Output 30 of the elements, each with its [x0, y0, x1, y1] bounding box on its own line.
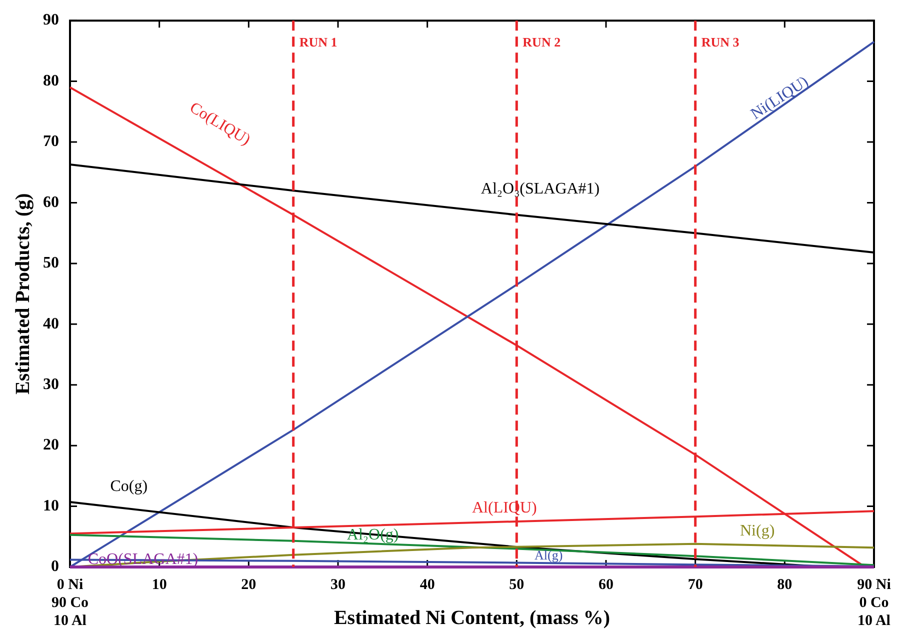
x-tick-label: 10: [152, 576, 167, 593]
x-tick-label: 90 Ni 0 Co 10 Al: [857, 576, 891, 629]
y-tick-label: 90: [43, 12, 59, 29]
series-label: Al₂O₃(SLAGA#1): [480, 180, 600, 198]
y-tick-label: 80: [43, 72, 59, 90]
y-tick-label: 20: [43, 436, 59, 454]
y-tick-label: 10: [43, 497, 59, 514]
ref-line-label: RUN 2: [522, 34, 561, 50]
y-tick-label: 50: [43, 254, 59, 272]
series-label: Ni(g): [740, 522, 775, 540]
series-label: Al(g): [534, 547, 563, 562]
x-tick-label: 30: [330, 576, 346, 593]
x-tick-label: 70: [688, 576, 703, 593]
x-tick-label: 50: [509, 576, 524, 593]
ref-line-label: RUN 1: [299, 34, 338, 50]
y-tick-label: 60: [43, 194, 59, 211]
x-tick-label: 60: [598, 576, 614, 593]
x-tick-label: 40: [420, 576, 435, 593]
x-tick-label: 20: [241, 576, 256, 593]
series-label: Co(g): [110, 478, 148, 496]
y-tick-label: 70: [43, 133, 59, 150]
x-tick-label: 0 Ni 90 Co 10 Al: [51, 576, 89, 629]
x-tick-label: 80: [777, 576, 792, 593]
y-axis-title: Estimated Products, (g): [12, 193, 34, 394]
ref-line-label: RUN 3: [701, 34, 740, 50]
x-axis-title: Estimated Ni Content, (mass %): [334, 607, 610, 630]
y-tick-label: 40: [43, 315, 59, 332]
y-tick-label: 30: [43, 376, 59, 394]
y-tick-label: 0: [51, 558, 59, 576]
series-label: Al(LIQU): [472, 499, 537, 516]
